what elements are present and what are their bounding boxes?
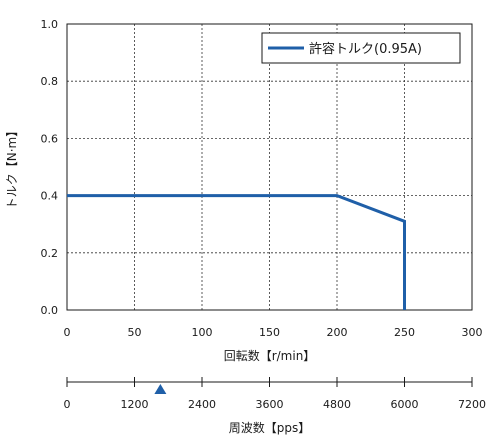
y-tick-label: 0.6 xyxy=(41,132,59,145)
x-tick-label: 300 xyxy=(462,326,483,339)
frequency-tick-label: 6000 xyxy=(391,398,419,411)
x-axis-title: 回転数【r/min】 xyxy=(224,348,316,363)
series-lines xyxy=(67,194,406,310)
y-tick-label: 0.4 xyxy=(41,190,59,203)
x-tick-label: 0 xyxy=(64,326,71,339)
legend-box xyxy=(261,32,461,64)
grid-lines xyxy=(67,24,472,310)
x-tick-label: 50 xyxy=(128,326,142,339)
y-tick-label: 0.0 xyxy=(41,304,59,317)
frequency-tick-label: 2400 xyxy=(188,398,216,411)
frequency-tick-label: 4800 xyxy=(323,398,351,411)
plot-area xyxy=(66,23,473,311)
y-tick-label: 1.0 xyxy=(41,18,59,31)
frequency-axis-ticks: 0 1200 2400 3600 4800 6000 7200 xyxy=(64,377,486,411)
frequency-tick-label: 1200 xyxy=(121,398,149,411)
x-tick-label: 250 xyxy=(394,326,415,339)
frequency-axis: 0 1200 2400 3600 4800 6000 7200 周波数【pps】 xyxy=(64,377,486,435)
y-tick-label: 0.8 xyxy=(41,75,59,88)
y-tick-label: 0.2 xyxy=(41,247,59,260)
y-axis-title: トルク【N·m】 xyxy=(5,125,19,209)
x-tick-label: 200 xyxy=(327,326,348,339)
series-line xyxy=(67,194,406,310)
frequency-tick-label: 7200 xyxy=(458,398,486,411)
x-tick-label: 100 xyxy=(192,326,213,339)
legend: 許容トルク(0.95A) xyxy=(261,32,461,64)
y-axis-ticks: 0.0 0.2 0.4 0.6 0.8 1.0 xyxy=(41,18,59,317)
frequency-tick-label: 0 xyxy=(64,398,71,411)
frequency-marker-triangle-icon xyxy=(154,384,167,394)
frequency-axis-title: 周波数【pps】 xyxy=(229,420,311,435)
legend-label: 許容トルク(0.95A) xyxy=(309,41,422,57)
x-axis-ticks: 0 50 100 150 200 250 300 xyxy=(64,326,483,339)
x-tick-label: 150 xyxy=(259,326,280,339)
frequency-tick-label: 3600 xyxy=(256,398,284,411)
